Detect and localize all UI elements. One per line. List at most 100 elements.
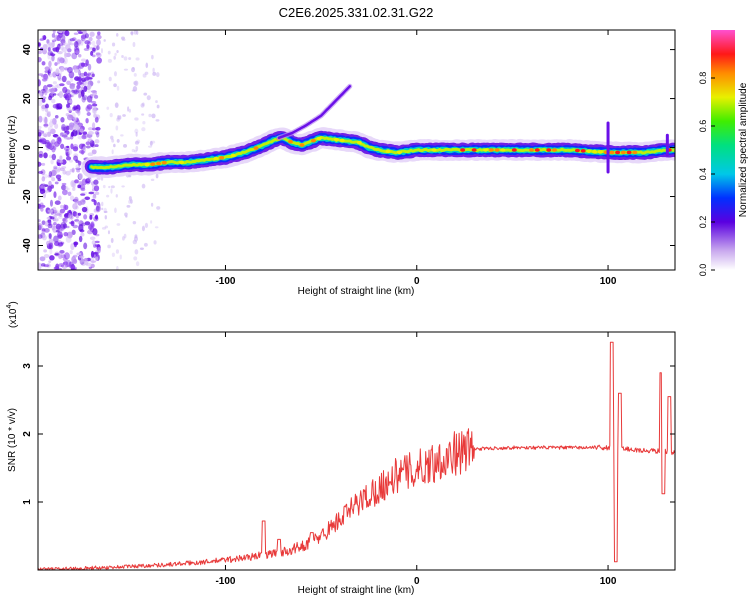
spectrogram-noise-speckle (54, 253, 60, 256)
snr-x-tick-label: 0 (414, 576, 420, 587)
spectrogram-ridge-hotspot (511, 148, 517, 152)
spectrogram-noise-speckle (86, 178, 92, 182)
spectrogram-noise-speckle (58, 78, 62, 82)
spectrogram-noise-speckle (69, 168, 75, 173)
spectrogram-noise-speckle (121, 36, 125, 40)
spectrogram-noise-speckle (65, 89, 71, 95)
spectrogram-noise-speckle (79, 258, 85, 265)
snr-scale-label: (x10 (8, 308, 19, 328)
spectrogram-x-tick-label: -100 (215, 276, 235, 287)
spectrogram-noise-speckle (41, 228, 46, 232)
spectrogram-noise-speckle (133, 81, 138, 86)
spectrogram-noise-speckle (74, 219, 80, 222)
spectrogram-noise-speckle (50, 53, 56, 57)
spectrogram-x-axis: -100 0 100 (215, 30, 617, 287)
spectrogram-noise-speckle (56, 35, 62, 42)
spectrogram-noise-speckle (85, 80, 91, 87)
spectrogram-noise-speckle (49, 248, 53, 255)
spectrogram-noise-speckle (40, 185, 46, 189)
spectrogram-noise-speckle (42, 234, 47, 241)
spectrogram-noise-speckle (68, 212, 72, 220)
spectrogram-y-tick-label: 0 (22, 144, 33, 150)
spectrogram-noise-speckle (106, 194, 110, 198)
spectrogram-noise-speckle (44, 228, 50, 233)
spectrogram-noise-speckle (41, 162, 46, 166)
spectrogram-noise-speckle (123, 143, 128, 148)
spectrogram-noise-speckle (45, 190, 50, 193)
spectrogram-noise-speckle (55, 213, 62, 216)
spectrogram-noise-speckle (43, 254, 50, 259)
snr-y-label: SNR (10 * v/v) (7, 408, 18, 472)
spectrogram-noise-speckle (88, 191, 95, 195)
spectrogram-noise-speckle (48, 171, 52, 178)
spectrogram-noise-speckle (61, 264, 68, 270)
spectrogram-noise-speckle (76, 81, 83, 86)
spectrogram-noise-speckle (134, 80, 139, 87)
spectrogram-noise-speckle (143, 92, 148, 96)
spectrogram-noise-speckle (47, 47, 51, 52)
spectrogram-noise-speckle (61, 134, 68, 138)
spectrogram-noise-speckle (110, 135, 114, 140)
spectrogram-noise-speckle (69, 94, 74, 98)
spectrogram-noise-speckle (65, 170, 71, 176)
spectrogram-noise-speckle (80, 128, 84, 134)
spectrogram-noise-speckle (122, 236, 125, 241)
spectrogram-noise-speckle (75, 50, 80, 54)
spectrogram-noise-speckle (66, 103, 70, 108)
spectrogram-noise-speckle (155, 100, 158, 104)
spectrogram-ridge-hotspot (494, 148, 500, 152)
spectrogram-noise-speckle (73, 89, 79, 95)
spectrogram-noise-speckle (156, 206, 161, 210)
spectrogram-noise-speckle (124, 212, 128, 217)
spectrogram-noise-speckle (70, 87, 77, 93)
spectrogram-noise-speckle (102, 184, 106, 189)
spectrogram-ridge-hotspot (483, 148, 489, 152)
spectrogram-noise-speckle (133, 73, 137, 77)
spectrogram-noise-speckle (42, 192, 46, 199)
spectrogram-ridge-hotspot (488, 148, 494, 152)
spectrogram-noise-speckle (115, 194, 118, 198)
spectrogram-noise-speckle (103, 210, 108, 214)
spectrogram-ridge-hotspot (333, 137, 339, 142)
spectrogram-noise-speckle (67, 149, 72, 156)
spectrogram-noise-speckle (38, 219, 41, 223)
spectrogram-noise-speckle (54, 200, 61, 205)
spectrogram-noise-speckle (107, 50, 111, 55)
spectrogram-noise-speckle (41, 98, 46, 103)
snr-series-line (38, 341, 675, 570)
spectrogram-noise-speckle (93, 185, 100, 192)
spectrogram-noise-speckle (78, 70, 82, 76)
spectrogram-noise-speckle (86, 44, 90, 49)
spectrogram-noise-speckle (114, 207, 117, 214)
spectrogram-noise-speckle (87, 152, 94, 157)
spectrogram-x-label: Height of straight line (km) (298, 286, 415, 297)
spectrogram-noise-speckle (84, 76, 89, 81)
spectrogram-noise-speckle (132, 86, 138, 92)
spectrogram-noise-speckle (53, 165, 58, 170)
spectrogram-noise-speckle (130, 199, 133, 204)
spectrogram-noise-speckle (116, 266, 119, 270)
spectrogram-noise-speckle (133, 236, 139, 242)
spectrogram-noise-speckle (57, 51, 63, 55)
spectrogram-noise-speckle (41, 220, 46, 225)
spectrogram-y-tick-label: -40 (22, 238, 33, 253)
colorbar-tick-label: 0.8 (698, 72, 708, 85)
spectrogram-noise-speckle (101, 227, 107, 230)
spectrogram-noise-speckle (57, 252, 63, 260)
spectrogram-noise-speckle (107, 230, 110, 235)
spectrogram-noise-speckle (150, 178, 155, 182)
spectrogram-noise-speckle (85, 117, 89, 124)
spectrogram-noise-speckle (38, 170, 44, 174)
spectrogram-noise-speckle (53, 209, 59, 213)
spectrogram-noise-speckle (67, 48, 72, 53)
spectrogram-ridge-hotspot (144, 162, 150, 167)
spectrogram-y-tick-label: 20 (22, 93, 33, 105)
spectrogram-noise-speckle (78, 220, 84, 226)
spectrogram-noise-speckle (80, 193, 86, 196)
spectrogram-noise-speckle (64, 30, 70, 37)
spectrogram-noise-speckle (46, 84, 53, 88)
spectrogram-noise-speckle (38, 223, 43, 231)
spectrogram-ridge-hotspot (299, 143, 305, 147)
